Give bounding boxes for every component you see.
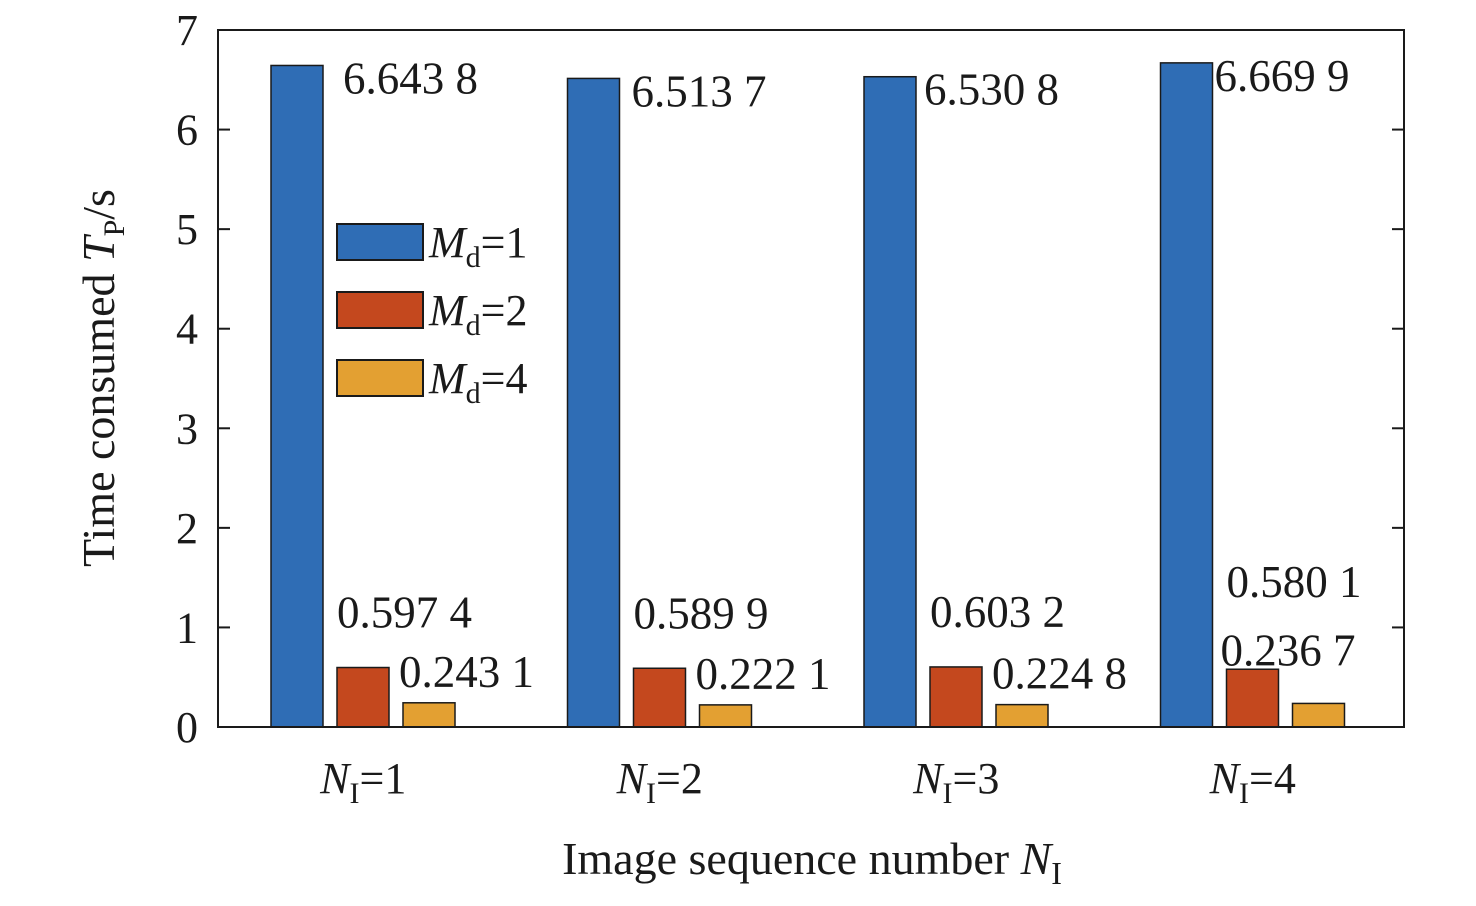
x-tick-label: NI=1	[319, 754, 406, 810]
legend-label: Md=2	[428, 286, 527, 342]
y-axis: 0 1 2 3 4 5 6 7	[176, 6, 1404, 752]
y-tick-label: 6	[176, 106, 198, 155]
bar	[402, 702, 456, 728]
data-label: 0.236 7	[1221, 625, 1356, 675]
legend-swatch	[336, 359, 424, 397]
bar	[929, 666, 983, 728]
bar	[1225, 668, 1280, 728]
data-label: 6.530 8	[924, 65, 1059, 115]
bar	[1291, 702, 1346, 728]
y-axis-title: Time consumed TP/s	[73, 189, 131, 567]
legend: Md=1 Md=2 Md=4	[336, 218, 527, 410]
y-tick-label: 5	[176, 205, 198, 254]
y-tick-label: 1	[176, 603, 198, 652]
data-label: 0.589 9	[634, 588, 769, 638]
data-label: 0.603 2	[930, 587, 1065, 637]
y-tick-label: 0	[176, 703, 198, 752]
legend-swatch	[336, 223, 424, 261]
data-label: 6.513 7	[632, 66, 767, 116]
plot-frame	[217, 29, 1405, 728]
y-tick-label: 4	[176, 305, 198, 354]
data-label: 0.580 1	[1227, 557, 1362, 607]
bar	[632, 667, 687, 728]
data-label: 6.643 8	[343, 53, 478, 103]
y-tick-label: 2	[176, 504, 198, 553]
x-tick-label: NI=4	[1209, 754, 1296, 810]
bar	[270, 64, 324, 728]
data-label: 0.243 1	[399, 647, 534, 697]
x-axis-title: Image sequence number NI	[562, 833, 1062, 891]
legend-swatch	[336, 291, 424, 329]
bar	[566, 77, 621, 728]
y-tick-label: 3	[176, 404, 198, 453]
x-tick-label: NI=2	[616, 754, 703, 810]
data-label: 6.669 9	[1215, 51, 1350, 101]
data-labels: 6.643 8 0.597 4 0.243 1 6.513 7 0.589 9 0.222…	[337, 51, 1362, 699]
data-label: 0.224 8	[992, 649, 1127, 699]
bar	[995, 703, 1049, 728]
y-tick-label: 7	[176, 6, 198, 55]
bar	[863, 75, 917, 728]
bar	[336, 666, 390, 728]
data-label: 0.597 4	[337, 588, 472, 638]
bars-group	[270, 62, 1346, 728]
legend-label: Md=4	[428, 354, 527, 410]
x-tick-label: NI=3	[912, 754, 999, 810]
legend-label: Md=1	[428, 218, 527, 274]
bar	[698, 704, 753, 728]
x-axis: NI=1 NI=2 NI=3 NI=4	[319, 754, 1296, 810]
data-label: 0.222 1	[696, 649, 831, 699]
bar	[1159, 62, 1214, 728]
